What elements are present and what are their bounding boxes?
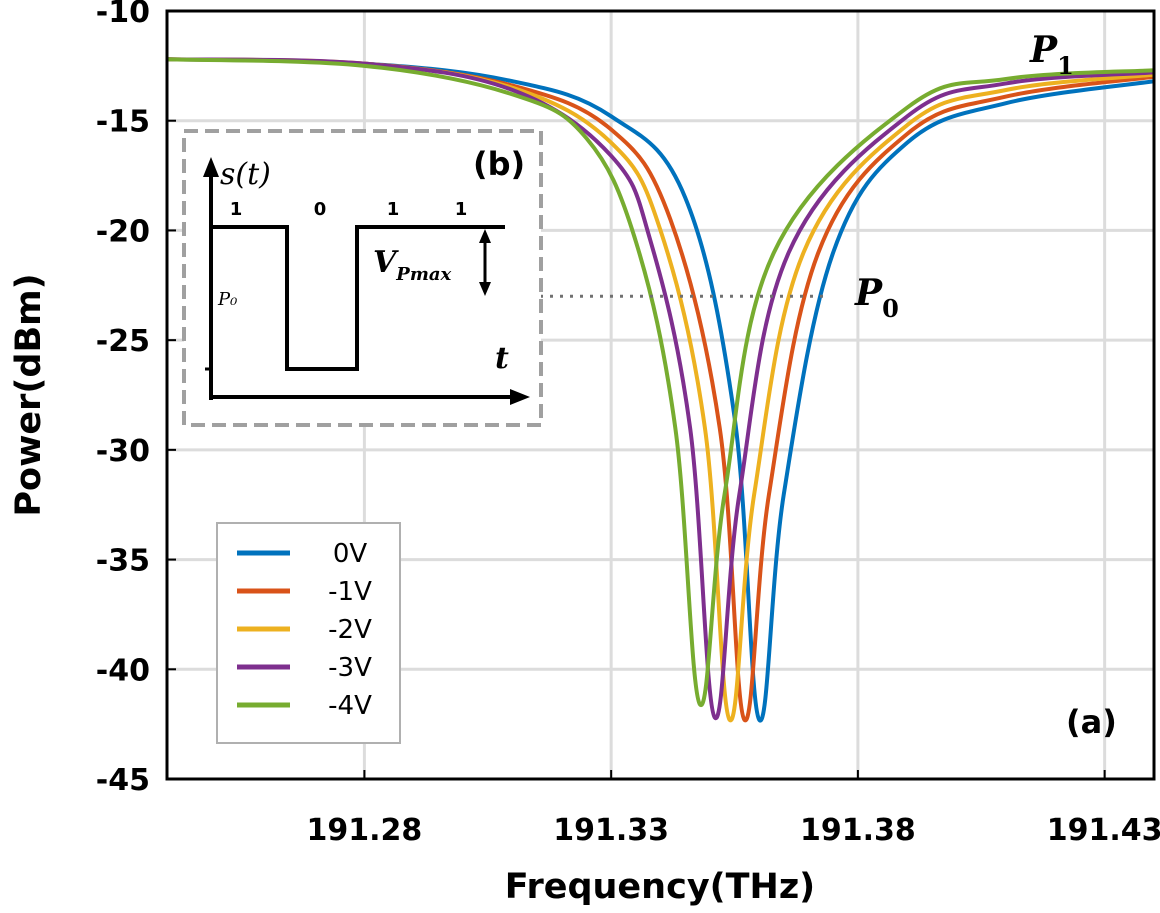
legend-label-2: -2V [328, 615, 372, 645]
inset-x-arrow-icon [510, 389, 530, 405]
legend: 0V -1V -2V -3V -4V [216, 522, 401, 744]
y-tick-label-3: -25 [96, 324, 150, 359]
inset-box [182, 129, 543, 427]
y-tick-labels: -10 -15 -20 -25 -30 -35 -40 -45 [96, 0, 176, 798]
inset-y-arrow-icon [203, 157, 219, 177]
inset-p0-label: P₀ [217, 289, 237, 310]
series-line-0 [166, 57, 1155, 723]
legend-box [216, 522, 401, 744]
y-tick-label-4: -30 [96, 434, 150, 469]
y-tick-label-6: -40 [96, 653, 150, 688]
inset-b: s(t) t (b) P₀ VPmax 1 0 1 1 [182, 129, 543, 427]
series-group [166, 57, 1155, 723]
x-tick-labels: 191.28 191.33 191.38 191.43 [307, 770, 1160, 848]
vpmax-arrow-down-icon [479, 282, 491, 296]
x-tick-label-0: 191.28 [307, 813, 423, 848]
y-axis-title: Power(dBm) [9, 273, 49, 516]
inset-x-label: t [495, 341, 509, 376]
inset-bit-1: 0 [314, 199, 327, 220]
legend-label-3: -3V [328, 653, 372, 683]
inset-bit-3: 1 [455, 199, 468, 220]
y-tick-label-1: -15 [96, 105, 150, 140]
inset-bit-0: 1 [230, 199, 243, 220]
y-tick-label-7: -45 [96, 763, 150, 798]
inset-square-wave [211, 225, 505, 371]
legend-label-0: 0V [333, 539, 368, 569]
panel-label-a: (a) [1066, 703, 1117, 741]
y-tick-label-2: -20 [96, 214, 150, 249]
series-line-4 [166, 57, 1155, 707]
x-axis-title: Frequency(THz) [505, 867, 815, 907]
vpmax-arrow-up-icon [479, 229, 491, 243]
legend-label-1: -1V [328, 577, 372, 607]
panel-label-b: (b) [473, 145, 525, 183]
x-tick-label-3: 191.43 [1047, 813, 1160, 848]
y-tick-label-0: -10 [96, 0, 150, 30]
legend-label-4: -4V [328, 691, 372, 721]
x-tick-label-2: 191.38 [800, 813, 916, 848]
x-tick-label-1: 191.33 [553, 813, 669, 848]
p0-annotation: P0 [854, 272, 899, 323]
inset-y-label: s(t) [220, 157, 271, 192]
inset-vpmax-label: VPmax [373, 245, 452, 285]
p1-annotation: P1 [1029, 29, 1074, 80]
y-tick-label-5: -35 [96, 544, 150, 579]
plot-frame [165, 9, 1156, 781]
inset-bit-2: 1 [387, 199, 400, 220]
